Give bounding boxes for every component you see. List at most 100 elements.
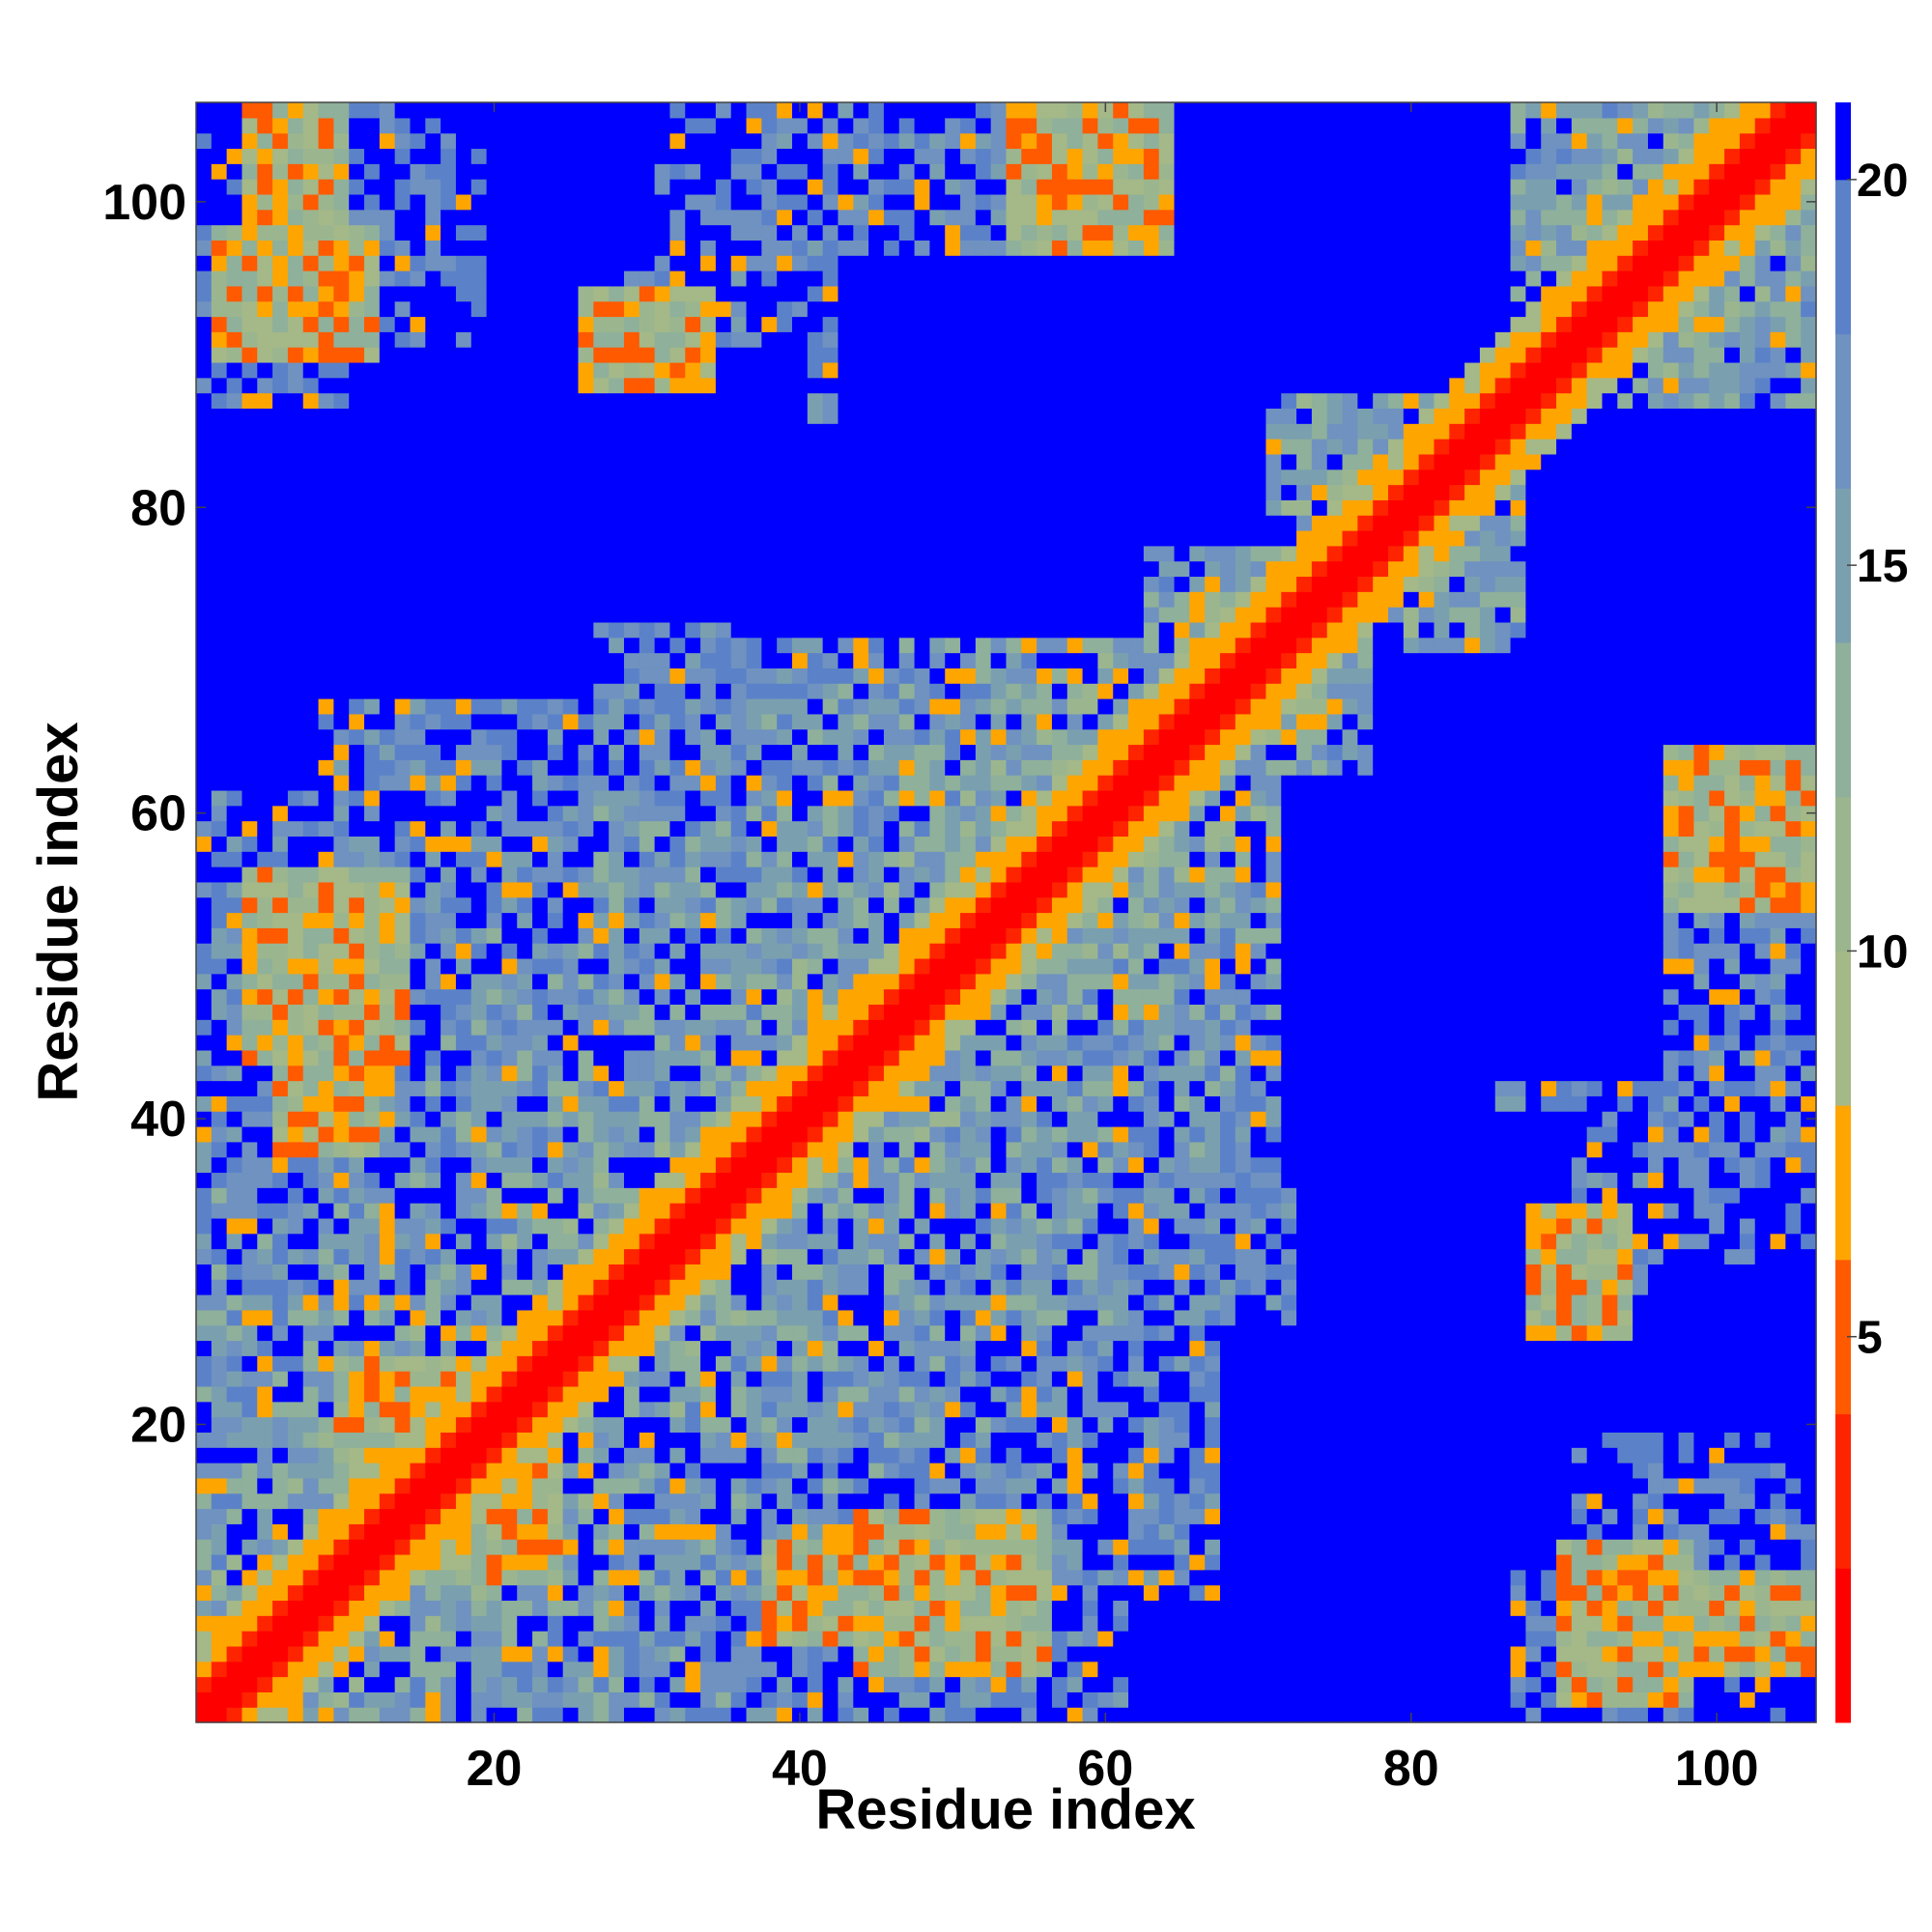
heatmap-cell	[669, 560, 686, 578]
heatmap-cell	[532, 331, 549, 348]
heatmap-cell	[425, 1049, 441, 1066]
heatmap-cell	[761, 1125, 778, 1143]
heatmap-cell	[746, 1385, 762, 1403]
heatmap-cell	[318, 713, 334, 730]
heatmap-cell	[730, 1187, 748, 1204]
heatmap-cell	[517, 1523, 533, 1540]
heatmap-cell	[730, 607, 748, 623]
heatmap-cell	[226, 1309, 243, 1326]
heatmap-cell	[685, 1004, 701, 1020]
heatmap-cell	[547, 117, 564, 134]
heatmap-cell	[287, 300, 304, 318]
heatmap-cell	[532, 1049, 549, 1066]
heatmap-cell	[715, 1523, 732, 1540]
heatmap-cell	[623, 1492, 640, 1510]
heatmap-cell	[654, 988, 671, 1006]
heatmap-cell	[898, 927, 916, 944]
heatmap-cell	[609, 1324, 625, 1342]
heatmap-cell	[349, 560, 365, 578]
heatmap-cell	[715, 148, 732, 164]
heatmap-cell	[822, 1676, 839, 1692]
heatmap-cell	[394, 1141, 412, 1158]
heatmap-cell	[302, 484, 320, 500]
heatmap-cell	[410, 1049, 426, 1066]
heatmap-cell	[623, 1172, 640, 1188]
heatmap-cell	[455, 1661, 472, 1678]
heatmap-cell	[410, 973, 426, 990]
heatmap-cell	[578, 744, 594, 760]
heatmap-cell	[379, 973, 396, 990]
heatmap-cell	[410, 851, 426, 867]
heatmap-cell	[792, 1294, 809, 1311]
heatmap-cell	[410, 1432, 426, 1448]
heatmap-cell	[898, 820, 916, 837]
heatmap-cell	[685, 1309, 701, 1326]
heatmap-cell	[868, 1125, 885, 1143]
heatmap-cell	[196, 1432, 213, 1448]
heatmap-cell	[898, 408, 916, 424]
heatmap-cell	[822, 1324, 839, 1342]
heatmap-cell	[532, 209, 549, 226]
heatmap-cell	[578, 1264, 594, 1280]
heatmap-cell	[318, 1141, 334, 1158]
heatmap-cell	[807, 1523, 824, 1540]
heatmap-cell	[532, 423, 549, 440]
heatmap-cell	[609, 1676, 625, 1692]
heatmap-cell	[853, 1584, 869, 1602]
heatmap-cell	[333, 1203, 350, 1219]
heatmap-cell	[410, 1492, 426, 1510]
heatmap-cell	[455, 285, 472, 302]
heatmap-cell	[609, 1217, 625, 1235]
heatmap-cell	[257, 1355, 273, 1372]
heatmap-cell	[883, 285, 900, 302]
heatmap-cell	[379, 408, 396, 424]
heatmap-cell	[700, 1447, 717, 1463]
heatmap-cell	[486, 1019, 503, 1036]
heatmap-cell	[609, 361, 625, 379]
heatmap-cell	[898, 1691, 916, 1708]
heatmap-cell	[196, 1324, 213, 1342]
heatmap-cell	[318, 439, 334, 455]
heatmap-cell	[822, 805, 839, 822]
heatmap-cell	[639, 377, 656, 394]
heatmap-cell	[410, 1631, 426, 1647]
heatmap-cell	[333, 270, 350, 287]
heatmap-cell	[669, 1156, 686, 1174]
heatmap-cell	[578, 1523, 594, 1540]
heatmap-cell	[730, 621, 748, 639]
heatmap-cell	[470, 484, 488, 500]
heatmap-cell	[883, 1584, 900, 1602]
heatmap-cell	[318, 545, 334, 562]
heatmap-cell	[226, 1401, 243, 1418]
heatmap-cell	[761, 1279, 778, 1295]
heatmap-cell	[898, 1631, 916, 1647]
heatmap-cell	[623, 1553, 640, 1571]
heatmap-cell	[349, 1309, 365, 1326]
heatmap-cell	[379, 1463, 396, 1479]
heatmap-cell	[455, 1371, 472, 1387]
heatmap-cell	[196, 484, 213, 500]
heatmap-cell	[792, 896, 809, 914]
heatmap-cell	[669, 1432, 686, 1448]
heatmap-cell	[242, 668, 258, 684]
heatmap-cell	[578, 775, 594, 791]
heatmap-cell	[287, 361, 304, 379]
heatmap-cell	[715, 652, 732, 668]
heatmap-cell	[196, 988, 213, 1006]
heatmap-cell	[838, 117, 854, 134]
heatmap-cell	[883, 1492, 900, 1510]
heatmap-cell	[196, 943, 213, 959]
heatmap-cell	[394, 1172, 412, 1188]
heatmap-cell	[868, 1584, 885, 1602]
heatmap-cell	[654, 1156, 671, 1174]
heatmap-cell	[470, 1095, 488, 1112]
heatmap-cell	[685, 1095, 701, 1112]
heatmap-cell	[486, 1447, 503, 1463]
heatmap-cell	[562, 102, 580, 119]
heatmap-cell	[593, 912, 610, 928]
heatmap-cell	[792, 1049, 809, 1066]
heatmap-cell	[715, 408, 732, 424]
heatmap-cell	[883, 1371, 900, 1387]
heatmap-cell	[394, 255, 412, 271]
heatmap-cell	[242, 1080, 258, 1096]
